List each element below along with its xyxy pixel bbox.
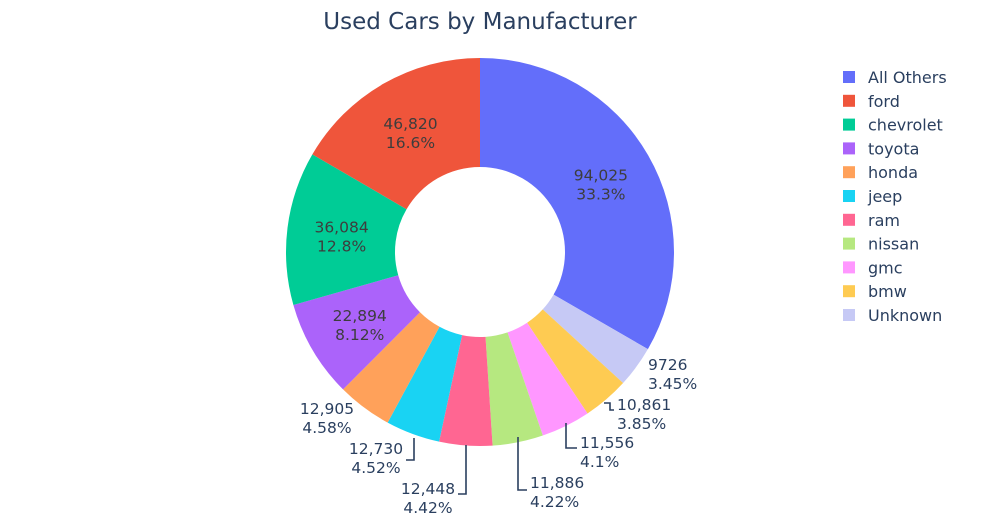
legend-swatch xyxy=(843,237,855,250)
slice-label-toyota: 22,894 8.12% xyxy=(333,307,387,344)
chart-title: Used Cars by Manufacturer xyxy=(323,9,637,35)
legend-item-unknown[interactable]: Unknown xyxy=(843,306,942,325)
legend-item-bmw[interactable]: bmw xyxy=(843,282,907,301)
slice-jeep[interactable] xyxy=(387,326,463,442)
slice-unknown[interactable] xyxy=(542,294,648,384)
legend-item-all-others[interactable]: All Others xyxy=(843,68,947,87)
slice-chevrolet[interactable] xyxy=(286,154,407,306)
legend-label: gmc xyxy=(868,258,903,277)
legend-swatch xyxy=(843,94,855,107)
slice-all-others[interactable] xyxy=(480,58,674,350)
leader-line-gmc xyxy=(565,423,577,449)
slice-toyota[interactable] xyxy=(293,275,420,390)
legend-swatch xyxy=(843,71,855,83)
leader-line-bmw xyxy=(604,402,614,411)
legend-item-honda[interactable]: honda xyxy=(843,163,918,182)
legend-label: ford xyxy=(868,92,900,111)
legend-label: Unknown xyxy=(868,306,942,325)
slice-nissan[interactable] xyxy=(485,332,543,446)
leader-line-jeep xyxy=(406,438,415,461)
leader-line-ram xyxy=(458,445,467,495)
slice-label-unknown: 9726 3.45% xyxy=(648,356,697,393)
slice-label-bmw: 10,861 3.85% xyxy=(617,396,671,433)
legend-label: All Others xyxy=(868,68,947,87)
slice-gmc[interactable] xyxy=(507,322,588,436)
slice-ford[interactable] xyxy=(312,58,480,210)
legend-swatch xyxy=(843,285,855,298)
slice-label-gmc: 11,556 4.1% xyxy=(580,434,634,471)
legend-item-nissan[interactable]: nissan xyxy=(843,235,919,254)
legend-item-toyota[interactable]: toyota xyxy=(843,139,919,158)
legend-label: toyota xyxy=(868,139,919,158)
legend-item-ram[interactable]: ram xyxy=(843,211,900,230)
slice-labels: 94,025 33.3% 9726 3.45%10,861 3.85%11,556 4.1… xyxy=(300,115,697,517)
legend: All Others ford chevrolet toyota honda jeep ra… xyxy=(843,68,947,325)
slice-label-ram: 12,448 4.42% xyxy=(401,480,455,517)
slice-label-jeep: 12,730 4.52% xyxy=(349,440,403,477)
legend-label: jeep xyxy=(867,187,902,206)
legend-label: chevrolet xyxy=(868,116,943,135)
legend-item-chevrolet[interactable]: chevrolet xyxy=(843,116,943,135)
slice-label-nissan: 11,886 4.22% xyxy=(530,474,584,511)
slice-label-all-others: 94,025 33.3% xyxy=(574,166,628,203)
legend-label: ram xyxy=(868,211,900,230)
legend-swatch xyxy=(843,142,855,155)
legend-item-jeep[interactable]: jeep xyxy=(843,187,902,206)
legend-label: honda xyxy=(868,163,918,182)
leader-line-nissan xyxy=(517,437,527,491)
legend-item-ford[interactable]: ford xyxy=(843,92,900,111)
slice-honda[interactable] xyxy=(343,312,440,423)
legend-swatch xyxy=(843,118,855,131)
donut-slices xyxy=(286,58,674,446)
slice-label-chevrolet: 36,084 12.8% xyxy=(314,219,368,256)
legend-label: nissan xyxy=(868,235,919,254)
slice-label-ford: 46,820 16.6% xyxy=(383,115,437,152)
legend-swatch xyxy=(843,213,855,226)
slice-ram[interactable] xyxy=(439,335,493,446)
legend-swatch xyxy=(843,166,855,179)
legend-swatch xyxy=(843,261,855,274)
legend-swatch xyxy=(843,190,855,202)
slice-label-honda: 12,905 4.58% xyxy=(300,400,354,437)
legend-swatch xyxy=(843,309,855,321)
legend-item-gmc[interactable]: gmc xyxy=(843,258,903,277)
legend-label: bmw xyxy=(868,282,907,301)
slice-bmw[interactable] xyxy=(527,309,624,414)
